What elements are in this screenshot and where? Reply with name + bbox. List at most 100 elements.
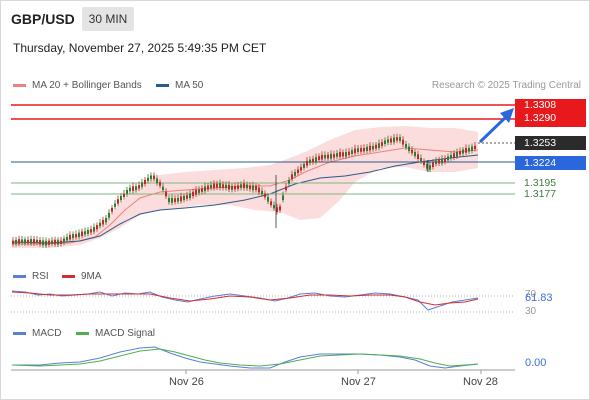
support-tag-s2: 1.3177 — [524, 188, 557, 200]
candle-body — [54, 239, 56, 245]
legend-ma50: MA 50 — [156, 80, 203, 91]
candle-body — [258, 187, 260, 193]
candle-body — [171, 198, 173, 203]
rsi-line — [11, 290, 479, 311]
candle-body — [138, 185, 140, 189]
candle-body — [312, 158, 314, 163]
candle-body — [360, 148, 362, 152]
datetime-label: Thursday, November 27, 2025 5:49:35 PM C… — [13, 41, 267, 55]
candle-body — [207, 185, 209, 190]
candle-body — [435, 160, 437, 165]
candle-body — [33, 239, 35, 244]
macd-signal-line — [11, 348, 479, 367]
candle-body — [168, 198, 170, 203]
candle-body — [78, 232, 80, 238]
candle-body — [177, 198, 179, 202]
macd-line — [12, 346, 479, 369]
candle-body — [399, 137, 401, 141]
candle-body — [45, 241, 47, 246]
candle-body — [408, 146, 410, 152]
candle-body — [60, 240, 62, 244]
rsi-lower-label: 30 — [525, 306, 537, 317]
candle-body — [375, 144, 377, 149]
candle-body — [351, 150, 353, 155]
candle-body — [345, 152, 347, 157]
candle-body — [471, 146, 473, 151]
candle-body — [225, 184, 227, 189]
candle-body — [99, 222, 101, 227]
candle-body — [135, 186, 137, 191]
r2-value: 1.3308 — [524, 99, 557, 111]
macd-signal-swatch — [76, 332, 89, 335]
legend-ma20-bb: MA 20 + Bollinger Bands — [13, 80, 142, 91]
candle-body — [93, 227, 95, 232]
rsi-swatch — [13, 275, 26, 278]
candle-body — [354, 148, 356, 154]
candle-body — [444, 158, 446, 162]
candle-body — [132, 186, 134, 191]
candle-body — [420, 158, 422, 162]
candle-body — [315, 157, 317, 162]
last-price-tag: 1.3253 — [515, 136, 586, 150]
macd-value: 0.00 — [525, 357, 547, 369]
legend-ma20-label: MA 20 + Bollinger Bands — [32, 80, 142, 91]
candle-body — [81, 231, 83, 236]
candle-body — [105, 218, 107, 223]
candles — [12, 133, 476, 249]
legend-rsi-ma: 9MA — [62, 271, 102, 282]
candle-body — [390, 138, 392, 143]
timeframe-button[interactable]: 30 MIN — [82, 7, 134, 31]
candle-body — [42, 240, 44, 246]
candle-body — [126, 190, 128, 195]
candle-body — [216, 183, 218, 188]
candle-body — [36, 239, 38, 244]
candle-body — [30, 239, 32, 244]
ma20-swatch — [13, 84, 26, 87]
candle-body — [204, 186, 206, 192]
candle-body — [459, 151, 461, 155]
candle-body — [195, 189, 197, 195]
candle-body — [15, 239, 17, 245]
candle-body — [363, 148, 365, 152]
candle-body — [264, 193, 266, 198]
candle-body — [288, 180, 290, 184]
candle-body — [162, 186, 164, 191]
rsi-label: RSI — [32, 271, 49, 282]
candle-body — [306, 160, 308, 166]
candle-body — [234, 186, 236, 190]
pivot-tag: 1.3224 — [515, 156, 586, 170]
candle-body — [474, 145, 476, 149]
candle-body — [348, 151, 350, 156]
candle-body — [84, 231, 86, 235]
legend-macd-signal: MACD Signal — [76, 328, 155, 339]
candle-body — [330, 154, 332, 159]
candle-body — [72, 234, 74, 239]
candle-body — [267, 196, 269, 202]
candle-body — [240, 184, 242, 189]
candle-body — [411, 149, 413, 154]
candle-body — [462, 149, 464, 154]
candle-body — [222, 184, 224, 188]
candle-body — [189, 193, 191, 198]
candle-body — [48, 240, 50, 245]
candle-body — [384, 140, 386, 145]
candle-body — [108, 212, 110, 218]
candle-body — [120, 196, 122, 201]
candle-body — [300, 167, 302, 171]
candle-body — [327, 154, 329, 159]
candle-body — [249, 185, 251, 190]
candle-body — [270, 201, 272, 206]
candle-body — [96, 225, 98, 230]
candle-body — [318, 156, 320, 160]
ma50-swatch — [156, 84, 169, 87]
x-label-nov27: Nov 27 — [341, 376, 376, 388]
rsi-ma-swatch — [62, 275, 75, 278]
rsi-ma-line — [11, 291, 479, 306]
candle-body — [39, 239, 41, 245]
candle-body — [438, 159, 440, 164]
candle-body — [369, 145, 371, 151]
candle-body — [453, 153, 455, 158]
candle-body — [57, 240, 59, 245]
candle-body — [180, 196, 182, 202]
candle-body — [75, 234, 77, 238]
